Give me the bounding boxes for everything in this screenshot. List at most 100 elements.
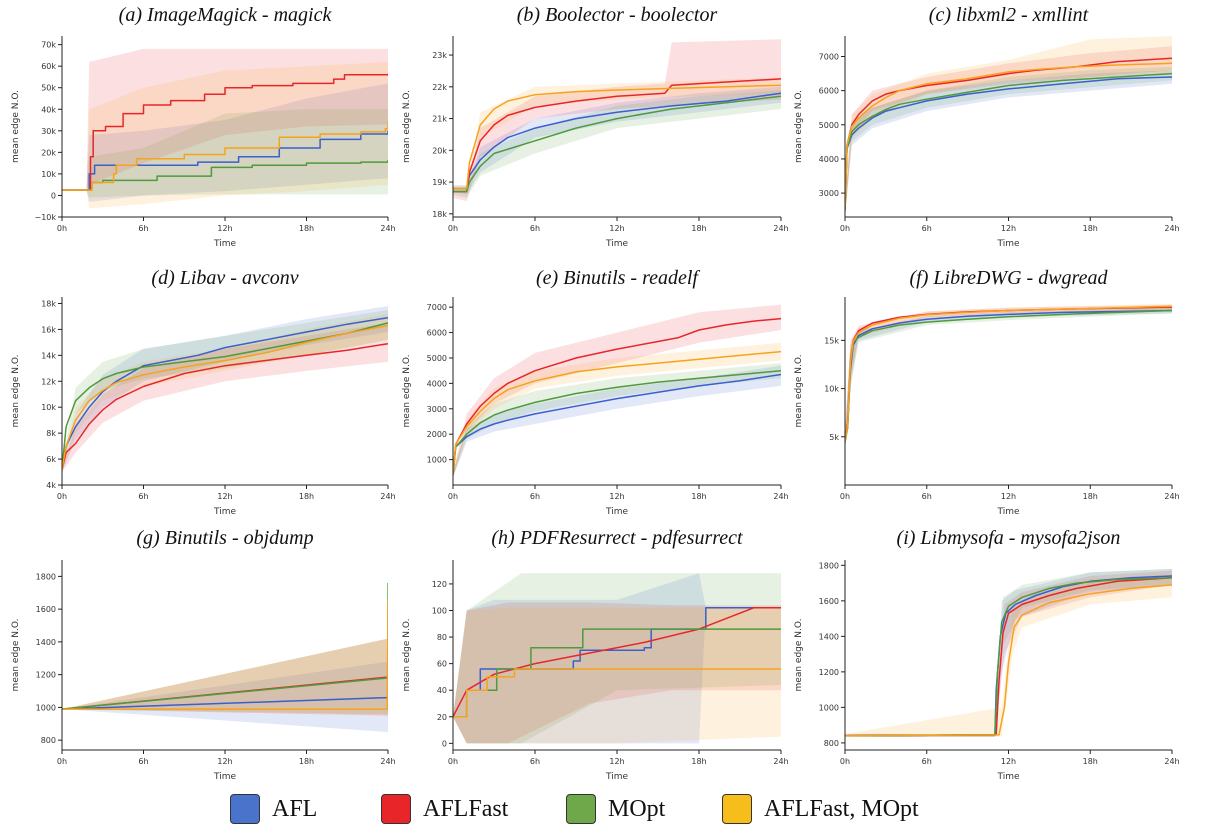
band-aflfast (453, 602, 781, 744)
y-tick-label: 15k (824, 336, 839, 345)
band-mopt (453, 90, 781, 198)
x-tick-label: 6h (922, 492, 932, 501)
chart-title: (b) Boolector - boolector (516, 4, 718, 26)
x-tick-label: 18h (1083, 224, 1098, 233)
x-tick-label: 0h (840, 492, 850, 501)
line-aflfast-mopt (845, 62, 1172, 211)
band-afl (62, 83, 388, 202)
line-afl (62, 316, 388, 470)
y-tick-label: 120 (432, 580, 447, 589)
band-aflfast-mopt (845, 36, 1172, 217)
line-aflfast (453, 78, 781, 193)
x-tick-label: 24h (1164, 492, 1179, 501)
x-tick-label: 24h (773, 757, 788, 766)
x-tick-label: 24h (773, 224, 788, 233)
y-tick-label: 80 (437, 633, 447, 642)
legend-label: AFLFast (423, 795, 509, 822)
y-tick-label: 1800 (819, 561, 839, 570)
y-axis-label: mean edge N.O. (794, 90, 804, 163)
y-tick-label: 10k (41, 403, 56, 412)
y-tick-label: 6000 (819, 87, 839, 96)
x-tick-label: 24h (380, 492, 395, 501)
band-mopt (845, 307, 1172, 452)
band-mopt (453, 363, 781, 478)
y-tick-label: 12k (41, 377, 56, 386)
y-tick-label: 3000 (427, 405, 447, 414)
line-mopt (62, 582, 388, 710)
y-tick-label: 20k (41, 148, 56, 157)
x-axis-label: Time (605, 239, 628, 249)
chart-panel-1: 0h 6h 12h 18h 24h −10k 0 10k 20k 30k 40k 50k 60k 70k T… (11, 36, 396, 249)
chart-title: (c) libxml2 - xmllint (928, 4, 1089, 26)
chart-panel-5: 0h 6h 12h 18h 24h 1000 2000 3000 4000 5000 6000 700… (402, 297, 789, 517)
chart-title: (e) Binutils - readelf (536, 267, 698, 289)
y-axis-label: mean edge N.O. (11, 355, 21, 428)
band-mopt (62, 638, 388, 714)
x-tick-label: 18h (691, 757, 706, 766)
chart-panel-2: 0h 6h 12h 18h 24h 18k 19k 20k 21k 22k 23k Time mean … (402, 36, 789, 249)
y-tick-label: 21k (432, 115, 447, 124)
y-tick-label: 3000 (819, 189, 839, 198)
y-tick-label: 100 (432, 606, 447, 615)
y-tick-label: 2000 (427, 430, 447, 439)
x-axis-label: Time (996, 772, 1019, 782)
x-tick-label: 0h (840, 224, 850, 233)
band-mopt (845, 66, 1172, 217)
band-mopt (62, 310, 388, 472)
x-axis-label: Time (213, 239, 236, 249)
band-aflfast (453, 39, 781, 202)
y-tick-label: 4000 (819, 155, 839, 164)
chart-panel-7: 0h 6h 12h 18h 24h 800 1000 1200 1400 1600 1800 Time… (11, 560, 396, 782)
band-afl (453, 573, 781, 744)
x-tick-label: 0h (448, 492, 458, 501)
x-axis-label: Time (605, 507, 628, 517)
y-tick-label: 0 (51, 191, 56, 200)
y-tick-label: 1000 (427, 456, 447, 465)
y-axis-label: mean edge N.O. (402, 355, 412, 428)
y-tick-label: 7000 (819, 52, 839, 61)
x-tick-label: 6h (922, 224, 932, 233)
band-aflfast-mopt (62, 313, 388, 472)
band-aflfast (62, 322, 388, 472)
y-tick-label: 6k (46, 455, 56, 464)
y-tick-label: 4k (46, 481, 56, 490)
y-tick-label: 5k (829, 433, 839, 442)
y-tick-label: 70k (41, 41, 56, 50)
y-tick-label: 1000 (819, 703, 839, 712)
line-mopt (453, 369, 781, 475)
chart-panel-9: 0h 6h 12h 18h 24h 800 1000 1200 1400 1600 1800 Time… (794, 560, 1180, 782)
x-tick-label: 24h (380, 224, 395, 233)
line-aflfast-mopt (845, 305, 1172, 442)
legend-swatch (566, 794, 596, 824)
x-tick-label: 12h (1001, 492, 1016, 501)
y-tick-label: 10k (824, 385, 839, 394)
legend-swatch (381, 794, 411, 824)
line-aflfast (62, 73, 388, 191)
y-tick-label: −10k (34, 213, 56, 222)
y-axis-label: mean edge N.O. (11, 90, 21, 163)
y-tick-label: 1400 (36, 638, 56, 647)
y-tick-label: 5000 (427, 354, 447, 363)
y-tick-label: 1600 (819, 597, 839, 606)
x-tick-label: 18h (691, 224, 706, 233)
y-tick-label: 800 (41, 736, 56, 745)
line-aflfast-mopt (453, 350, 781, 475)
x-tick-label: 12h (217, 757, 232, 766)
line-aflfast-mopt (845, 584, 1172, 737)
band-aflfast-mopt (453, 342, 781, 478)
chart-title: (a) ImageMagick - magick (118, 4, 332, 26)
y-tick-label: 23k (432, 51, 447, 60)
x-tick-label: 24h (773, 492, 788, 501)
line-aflfast (453, 607, 781, 718)
x-axis-label: Time (996, 239, 1019, 249)
y-tick-label: 5000 (819, 121, 839, 130)
line-afl (845, 76, 1172, 211)
y-tick-label: 19k (432, 178, 447, 187)
line-aflfast (62, 342, 388, 470)
legend-item-aflfast-mopt: AFLFast, MOpt (722, 792, 919, 826)
band-aflfast-mopt (453, 77, 781, 192)
x-tick-label: 0h (448, 757, 458, 766)
y-axis-label: mean edge N.O. (794, 355, 804, 428)
y-tick-label: 1200 (36, 671, 56, 680)
legend-swatch (230, 794, 260, 824)
